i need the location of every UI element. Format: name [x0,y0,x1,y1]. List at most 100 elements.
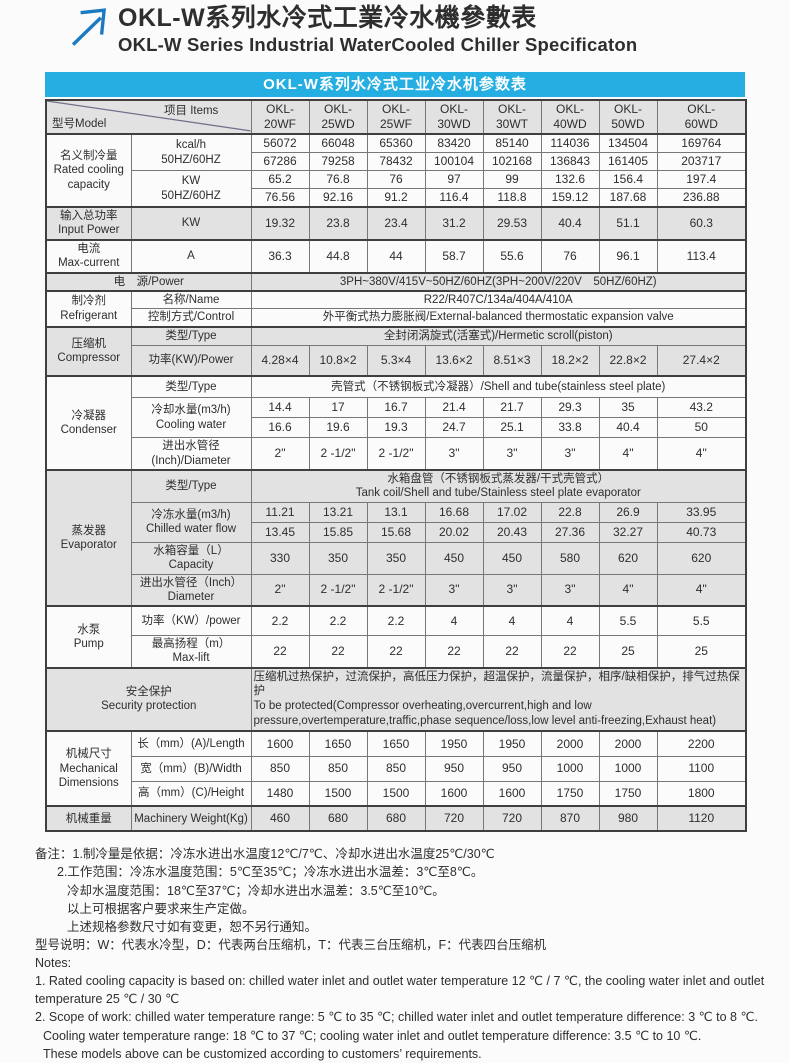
value-cell: 2" [250,437,310,471]
value-cell: 40.4 [598,417,658,439]
row-length: 机械尺寸 Mechanical Dimensions 长（mm）(A)/Leng… [45,730,747,807]
group-label-max-current: 电流 Max-current [45,238,132,273]
value-cell: 35 [598,397,658,419]
value-cell: 16.7 [366,397,426,419]
table-header-row: 型号Model 项目 Items OKL- 20WF OKL- 25WD OKL… [45,99,747,135]
value-compressor-type: 全封闭涡旋式(活塞式)/Hermetic scroll(piston) [250,325,747,347]
value-cell: 20.43 [482,521,542,543]
value-refrigerant-name: R22/R407C/134a/404A/410A [250,289,747,310]
row-kcal-50hz: 名义制冷量 Rated cooling capacity kcal/h 50HZ… [45,133,747,208]
group-label-refrigerant: 制冷剂 Refrigerant [45,289,132,328]
value-cell: 5.5 [598,605,658,636]
value-cell: 97 [424,170,484,189]
value-cell: 102168 [482,152,542,171]
value-cell: 15.85 [308,521,368,543]
value-refrigerant-control: 外平衡式热力膨胀阀/External-balanced thermostatic… [250,308,747,328]
value-cell: 1750 [598,780,658,807]
value-power-supply: 3PH~380V/415V~50HZ/60HZ(3PH~200V/220V 50… [250,271,747,292]
value-cell: 26.9 [598,501,658,523]
value-cell: 3" [540,573,600,607]
model-header: OKL- 20WF [250,99,310,135]
row-cond-water-60hz: 16.6 19.6 19.3 24.7 25.1 33.8 40.4 50 [46,417,747,439]
row-evap-water-60hz: 13.45 15.85 15.68 20.02 20.43 27.36 32.2… [46,521,747,543]
value-cell: 22 [424,634,484,669]
value-cell: 1800 [656,780,747,807]
row-cond-pipe: 进出水管径 (Inch)/Diameter 2" 2 -1/2" 2 -1/2"… [46,437,747,471]
row-evap-pipe: 进出水管径（Inch） Diameter 2" 2 -1/2" 2 -1/2" … [46,573,747,607]
value-cell: 92.16 [308,188,368,208]
value-cell: 13.6×2 [424,345,484,377]
value-cell: 40.73 [656,521,747,543]
value-cell: 76.8 [308,170,368,189]
value-cell: 65360 [366,133,426,153]
value-cell: 8.51×3 [482,345,542,377]
page-header: OKL-W系列水冷式工業冷水機參數表 OKL-W Series Industri… [0,0,790,62]
model-header: OKL- 50WD [598,99,658,135]
corner-items-label: 项目 Items [164,105,219,117]
value-cell: 4" [598,573,658,607]
value-cell: 3" [424,437,484,471]
spec-table-section: OKL-W系列水冷式工业冷水机参数表 型号Model 项目 Items OKL-… [45,72,747,833]
model-header: OKL- 30WD [424,99,484,135]
value-cell: 950 [482,755,542,782]
value-cell: 2.2 [250,605,310,636]
item-label-control: 控制方式/Control [130,308,252,328]
value-cell: 4" [598,437,658,471]
value-cell: 1600 [482,780,542,807]
value-cell: 3" [540,437,600,471]
value-cell: 40.4 [540,206,600,241]
value-cell: 116.4 [424,188,484,208]
value-condenser-type: 壳管式（不锈钢板式冷凝器）/Shell and tube(stainless s… [250,374,747,399]
item-label-length: 长（mm）(A)/Length [130,730,252,757]
brand-arrow-icon [71,8,107,46]
value-cell: 1120 [656,805,747,832]
value-cell: 76 [540,238,600,273]
row-compressor-type: 压缩机 Compressor 类型/Type 全封闭涡旋式(活塞式)/Herme… [45,325,747,377]
value-cell: 79258 [308,152,368,171]
value-cell: 91.2 [366,188,426,208]
row-power-supply: 电 源/Power 3PH~380V/415V~50HZ/60HZ(3PH~20… [45,271,747,292]
value-cell: 2000 [540,730,600,757]
page-title: OKL-W系列水冷式工業冷水機參數表 [118,4,537,32]
value-cell: 680 [308,805,368,832]
value-cell: 22 [250,634,310,669]
notes-section: 备注：1.制冷量是依据：冷冻水进出水温度12℃/7℃、冷却水进出水温度25℃/3… [35,845,765,1063]
value-cell: 2" [250,573,310,607]
group-label-weight: 机械重量 [45,805,132,832]
value-cell: 24.7 [424,417,484,439]
value-cell: 720 [424,805,484,832]
value-cell: 1650 [366,730,426,757]
value-cell: 620 [598,541,658,575]
value-cell: 450 [424,541,484,575]
value-cell: 980 [598,805,658,832]
value-cell: 31.2 [424,206,484,241]
value-cell: 169764 [656,133,747,153]
item-label-kw-unit: KW [130,206,252,241]
item-label-name: 名称/Name [130,289,252,310]
value-cell: 1750 [540,780,600,807]
value-cell: 19.32 [250,206,310,241]
value-cell: 203717 [656,152,747,171]
note-zh: 上述规格参数尺寸如有变更，恕不另行通知。 [67,919,318,934]
value-cell: 22 [482,634,542,669]
value-cell: 67286 [250,152,310,171]
value-cell: 85140 [482,133,542,153]
value-cell: 580 [540,541,600,575]
value-cell: 870 [540,805,600,832]
value-cell: 4 [482,605,542,636]
value-cell: 114036 [540,133,600,153]
value-cell: 21.7 [482,397,542,419]
value-cell: 950 [424,755,484,782]
value-cell: 132.6 [540,170,600,189]
value-cell: 350 [366,541,426,575]
value-cell: 58.7 [424,238,484,273]
value-cell: 22.8×2 [598,345,658,377]
note-zh: 以上可根据客户要求来生产定做。 [67,901,255,916]
value-cell: 96.1 [598,238,658,273]
group-label-input-power: 输入总功率 Input Power [45,206,132,241]
value-cell: 23.8 [308,206,368,241]
value-cell: 5.5 [656,605,747,636]
item-label-kw: KW 50HZ/60HZ [130,170,252,208]
value-cell: 850 [250,755,310,782]
row-max-lift: 最高扬程（m） Max-lift 22 22 22 22 22 22 25 25 [46,634,747,669]
